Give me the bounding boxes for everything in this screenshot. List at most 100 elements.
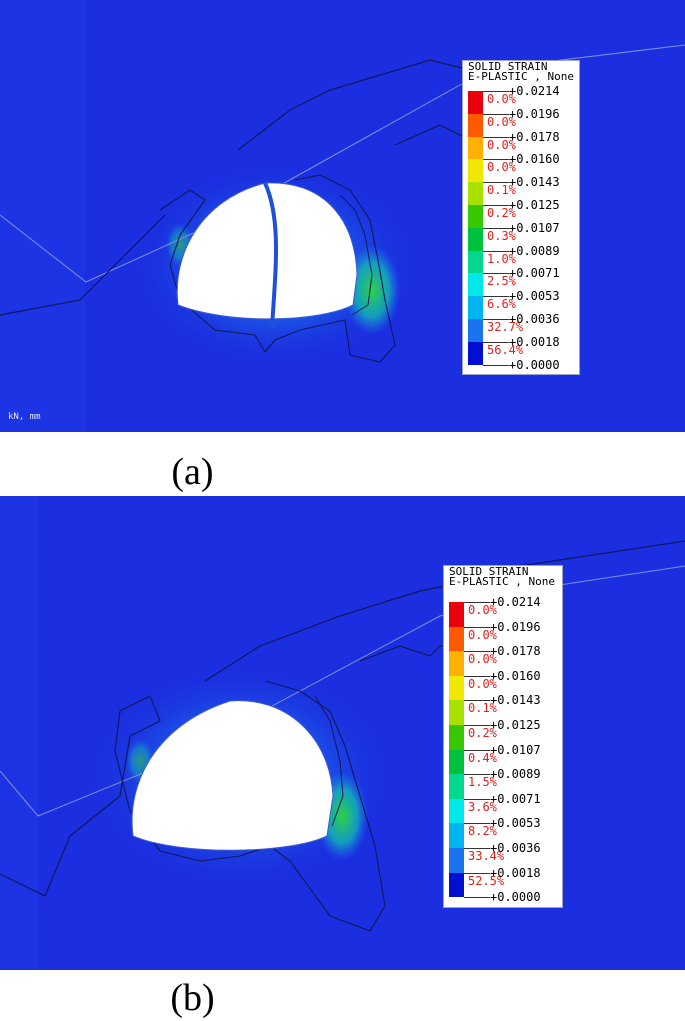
legend-tick-label: +0.0053: [509, 289, 560, 304]
contour-outline-a: [159, 174, 396, 363]
legend-tick-label: +0.0214: [509, 84, 560, 98]
legend-tick-label: +0.0018: [490, 865, 541, 880]
legend-percent-label: 0.0%: [468, 627, 497, 642]
contour-inner-b: [314, 695, 344, 827]
legend-tick-label: +0.0178: [509, 129, 560, 144]
panel-b: [0, 496, 685, 970]
legend-percent-label: 3.6%: [468, 799, 497, 814]
legend-tick-line: [464, 848, 490, 849]
legend-tick-line: [483, 250, 509, 252]
legend-percent-label: 0.0%: [487, 137, 516, 152]
legend-tick-label: +0.0125: [509, 198, 560, 212]
legend-swatch: [468, 319, 483, 342]
legend-swatch: [468, 273, 483, 297]
legend-swatch: [468, 182, 483, 205]
legend-tick-line: [464, 700, 490, 702]
legend-swatch: [449, 774, 464, 799]
legend-tick-line: [464, 675, 490, 677]
legend-tick-line: [483, 205, 509, 206]
legend-swatch: [468, 113, 483, 137]
legend-swatch: [449, 798, 464, 824]
legend-tick-line: [464, 872, 490, 874]
legend-tick-line: [483, 319, 509, 320]
legend-percent-label: 0.0%: [487, 92, 516, 106]
legend-tick-label: +0.0196: [509, 106, 560, 121]
legend-tick-line: [464, 651, 490, 653]
legend-percent-label: 52.5%: [468, 873, 505, 888]
legend-tick-line: [464, 749, 490, 751]
legend-swatch: [449, 675, 464, 701]
legend-a: SOLID STRAIN E-PLASTIC , None +0.0214 +0.…: [462, 60, 580, 375]
legend-tick-line: [483, 91, 509, 92]
legend-swatch: [449, 626, 464, 652]
legend-percent-label: 1.5%: [468, 775, 497, 790]
legend-swatch: [468, 205, 483, 228]
strain-hotspot-right-a: [344, 245, 400, 335]
left-block-b: [0, 496, 38, 970]
layer-line-a2: [0, 214, 166, 316]
legend-percent-label: 2.5%: [487, 274, 516, 289]
contour-field-a: [0, 0, 685, 432]
legend-tick-line: [464, 823, 490, 825]
legend-title-a: SOLID STRAIN E-PLASTIC , None: [468, 60, 574, 83]
legend-percent-label: 6.6%: [487, 297, 516, 312]
legend-tick-label: +0.0000: [509, 357, 560, 372]
legend-percent-label: 0.3%: [487, 228, 516, 243]
legend-title-b: SOLID STRAIN E-PLASTIC , None: [449, 565, 555, 588]
legend-tick-label: +0.0196: [490, 619, 541, 634]
legend-tick-label: +0.0125: [490, 718, 541, 732]
legend-tick-line: [483, 182, 509, 184]
legend-percent-label: 0.0%: [468, 652, 497, 667]
legend-swatch: [468, 250, 483, 274]
legend-tick-line: [464, 897, 490, 899]
legend-tick-line: [464, 798, 490, 800]
tunnel-section-b: [131, 700, 334, 851]
legend-percent-label: 0.1%: [487, 183, 516, 198]
legend-tick-line: [464, 774, 490, 776]
left-block-a: [0, 0, 85, 432]
legend-swatch: [468, 227, 483, 251]
legend-tick-label: +0.0018: [509, 334, 560, 349]
legend-swatch: [468, 136, 483, 160]
legend-tick-line: [464, 626, 490, 628]
legend-percent-label: 0.0%: [468, 676, 497, 691]
legend-percent-label: 0.0%: [487, 114, 516, 129]
legend-tick-label: +0.0071: [490, 791, 541, 806]
caption-b: (b): [170, 977, 215, 1019]
legend-tick-label: +0.0160: [509, 152, 560, 167]
legend-tick-label: +0.0214: [490, 595, 541, 609]
layer-line-a4: [237, 59, 471, 151]
legend-swatch: [468, 159, 483, 183]
legend-tick-line: [483, 273, 509, 275]
legend-tick-line: [483, 364, 509, 366]
legend-percent-label: 33.4%: [468, 849, 505, 863]
legend-tick-line: [483, 113, 509, 115]
contour-inner-a: [339, 194, 373, 316]
legend-tick-label: +0.0089: [490, 767, 541, 782]
legend-swatch: [449, 749, 464, 775]
legend-percent-label: 0.2%: [468, 726, 497, 740]
legend-tick-label: +0.0178: [490, 644, 541, 659]
legend-tick-label: +0.0036: [490, 841, 541, 855]
tunnel-crack-a: [263, 182, 278, 329]
caption-a: (a): [171, 451, 214, 493]
legend-tick-label: +0.0000: [490, 890, 541, 905]
legend-tick-label: +0.0160: [490, 668, 541, 683]
legend-tick-label: +0.0143: [490, 693, 541, 708]
legend-tick-label: +0.0089: [509, 243, 560, 258]
legend-tick-line: [483, 136, 509, 138]
legend-tick-line: [483, 341, 509, 343]
contour-outline-b: [114, 680, 386, 932]
legend-swatch: [449, 700, 464, 725]
legend-percent-label: 0.0%: [487, 160, 516, 175]
legend-tick-label: +0.0107: [490, 742, 541, 757]
legend-tick-label: +0.0107: [509, 220, 560, 235]
legend-tick-line: [483, 296, 509, 298]
legend-swatch: [449, 823, 464, 848]
legend-tick-line: [483, 227, 509, 229]
legend-swatch: [468, 91, 483, 114]
legend-tick-label: +0.0143: [509, 175, 560, 190]
legend-tick-line: [464, 725, 490, 726]
legend-tick-line: [483, 159, 509, 161]
legend-swatch: [468, 341, 483, 365]
